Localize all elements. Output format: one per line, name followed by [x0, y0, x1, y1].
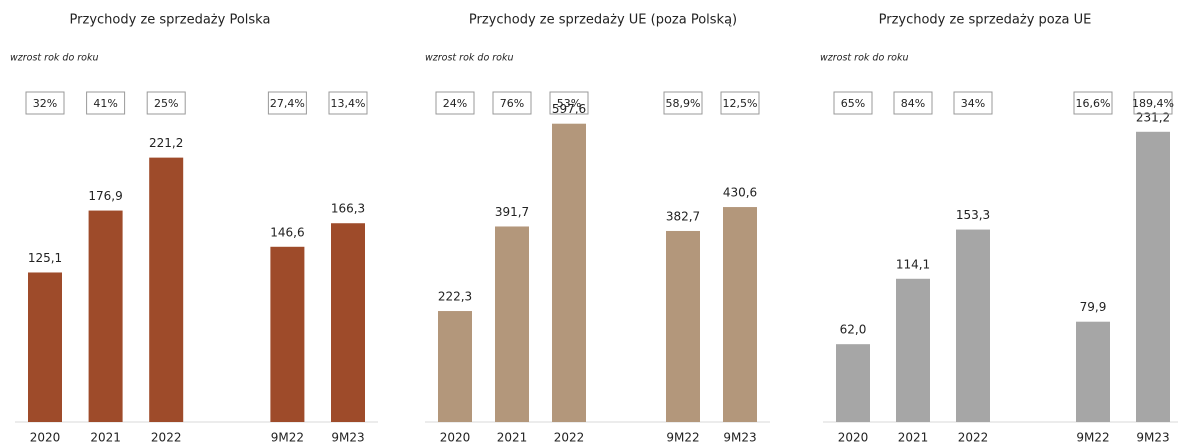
value-label: 62,0: [840, 323, 867, 337]
growth-box: [267, 91, 307, 115]
growth-label: 84%: [901, 97, 925, 110]
x-tick-label: 9M22: [666, 431, 699, 445]
growth-label: 12,5%: [723, 97, 758, 110]
bar: [270, 246, 305, 422]
growth-label: 32%: [33, 97, 57, 110]
growth-box: [86, 91, 126, 115]
growth-box: [833, 91, 873, 115]
growth-box: [953, 91, 993, 115]
growth-box: [25, 91, 65, 115]
bar: [1136, 131, 1170, 422]
x-tick-label: 9M23: [1136, 431, 1169, 445]
growth-label: 65%: [841, 97, 865, 110]
subtitle: wzrost rok do roku: [10, 53, 99, 64]
growth-box: [1073, 91, 1113, 115]
value-label: 153,3: [956, 208, 990, 222]
x-tick-label: 9M23: [331, 431, 364, 445]
bar: [836, 344, 870, 422]
growth-label: 24%: [443, 97, 467, 110]
growth-box: [893, 91, 933, 115]
growth-label: 25%: [154, 97, 178, 110]
value-label: 146,6: [270, 225, 304, 239]
bar: [666, 230, 700, 422]
growth-box: [492, 91, 532, 115]
growth-box: [1133, 91, 1173, 115]
value-label: 221,2: [149, 136, 183, 150]
value-label: 231,2: [1136, 110, 1170, 124]
bar: [495, 226, 529, 422]
bar: [552, 123, 586, 422]
chart-title: Przychody ze sprzedaży poza UE: [879, 13, 1092, 28]
bar: [956, 229, 990, 422]
bar: [1076, 321, 1110, 422]
subtitle: wzrost rok do roku: [425, 53, 514, 64]
growth-label: 34%: [961, 97, 985, 110]
growth-label: 189,4%: [1132, 97, 1174, 110]
value-label: 114,1: [896, 257, 930, 271]
x-tick-label: 2022: [151, 431, 182, 445]
x-tick-label: 2020: [838, 431, 869, 445]
bar: [88, 210, 123, 422]
growth-label: 53%: [557, 97, 581, 110]
value-label: 125,1: [28, 251, 62, 265]
x-tick-label: 9M22: [271, 431, 304, 445]
growth-box: [435, 91, 475, 115]
bar: [28, 272, 62, 422]
x-tick-label: 9M23: [723, 431, 756, 445]
growth-label: 58,9%: [666, 97, 701, 110]
growth-label: 41%: [93, 97, 117, 110]
chart-title: Przychody ze sprzedaży Polska: [70, 13, 271, 28]
bar: [438, 311, 472, 422]
growth-box: [146, 91, 186, 115]
x-tick-label: 2021: [90, 431, 121, 445]
growth-box: [663, 91, 703, 115]
x-tick-label: 2022: [958, 431, 989, 445]
value-label: 79,9: [1080, 300, 1107, 314]
growth-label: 27,4%: [270, 97, 305, 110]
growth-label: 16,6%: [1076, 97, 1111, 110]
x-tick-label: 2022: [554, 431, 585, 445]
value-label: 597,6: [552, 102, 586, 116]
growth-label: 13,4%: [331, 97, 366, 110]
value-label: 382,7: [666, 209, 700, 223]
value-label: 166,3: [331, 202, 365, 216]
growth-box: [720, 91, 760, 115]
x-tick-label: 2020: [440, 431, 471, 445]
value-label: 391,7: [495, 205, 529, 219]
x-tick-label: 2020: [30, 431, 61, 445]
value-label: 222,3: [438, 290, 472, 304]
subtitle: wzrost rok do roku: [820, 53, 909, 64]
chart-title: Przychody ze sprzedaży UE (poza Polską): [469, 13, 737, 28]
bar: [149, 157, 184, 422]
growth-box: [328, 91, 368, 115]
bar: [896, 278, 930, 422]
growth-box: [549, 91, 589, 115]
value-label: 430,6: [723, 186, 757, 200]
bar: [723, 207, 757, 422]
x-tick-label: 2021: [497, 431, 528, 445]
value-label: 176,9: [88, 189, 122, 203]
x-tick-label: 9M22: [1076, 431, 1109, 445]
x-tick-label: 2021: [898, 431, 929, 445]
growth-label: 76%: [500, 97, 524, 110]
bar: [331, 223, 365, 422]
